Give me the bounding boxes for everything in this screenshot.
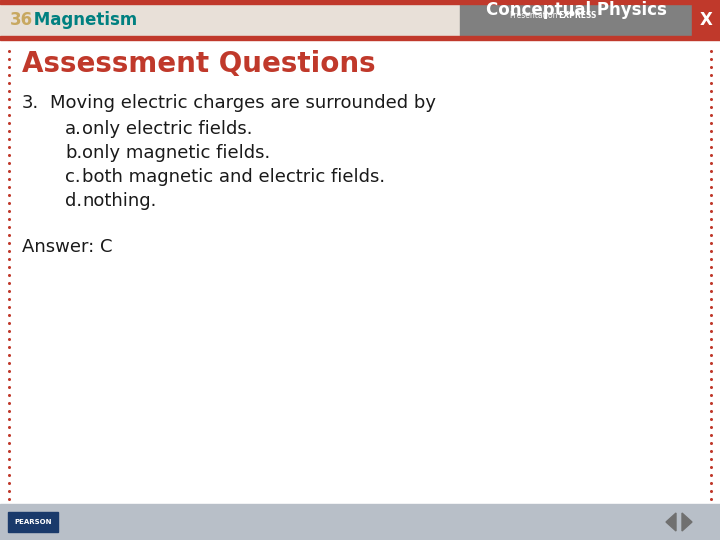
Text: Conceptual Physics: Conceptual Physics — [485, 1, 667, 19]
Bar — [460, 0, 692, 37]
Text: only magnetic fields.: only magnetic fields. — [82, 144, 270, 162]
Bar — [8, 512, 58, 532]
Text: Magnetism: Magnetism — [28, 11, 138, 29]
Text: Assessment Questions: Assessment Questions — [22, 50, 376, 78]
Bar — [0, 504, 720, 540]
Text: nothing.: nothing. — [82, 192, 156, 210]
Bar — [0, 4, 720, 36]
Text: only electric fields.: only electric fields. — [82, 120, 253, 138]
Text: d.: d. — [65, 192, 82, 210]
Bar — [692, 0, 720, 37]
Text: Answer: C: Answer: C — [22, 238, 112, 256]
Text: a.: a. — [65, 120, 82, 138]
Text: PEARSON: PEARSON — [14, 519, 52, 525]
Text: 36: 36 — [10, 11, 33, 29]
Text: Moving electric charges are surrounded by: Moving electric charges are surrounded b… — [50, 94, 436, 112]
Bar — [0, 0, 720, 4]
Polygon shape — [666, 513, 676, 531]
Text: EXPRESS: EXPRESS — [558, 11, 596, 20]
Text: X: X — [700, 11, 712, 29]
Text: 3.: 3. — [22, 94, 40, 112]
Text: b.: b. — [65, 144, 82, 162]
Text: both magnetic and electric fields.: both magnetic and electric fields. — [82, 168, 385, 186]
Text: c.: c. — [65, 168, 81, 186]
Polygon shape — [682, 513, 692, 531]
Bar — [0, 36, 720, 40]
Text: Presentation: Presentation — [510, 11, 558, 20]
Bar — [0, 40, 720, 504]
